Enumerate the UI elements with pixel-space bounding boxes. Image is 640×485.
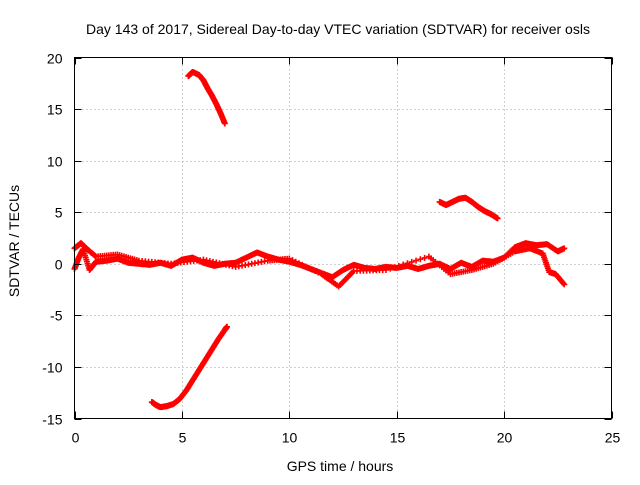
- y-tick-label: 5: [55, 205, 63, 221]
- data-point: [299, 261, 306, 268]
- data-point: [408, 258, 415, 265]
- data-point: [289, 257, 296, 264]
- x-tick-label: 20: [497, 430, 513, 446]
- y-axis-title: SDTVAR / TECUs: [6, 185, 22, 297]
- data-point: [224, 323, 231, 330]
- y-tick-label: -10: [42, 360, 62, 376]
- label-layer: 0 5 10 15 20 25 -15 -10 -5 0 5 10 15 20: [42, 51, 620, 446]
- y-tick-label: 0: [55, 257, 63, 273]
- data-point: [395, 262, 402, 269]
- chart-title: Day 143 of 2017, Sidereal Day-to-day VTE…: [86, 21, 590, 37]
- y-tick-label: 10: [47, 154, 63, 170]
- data-point: [286, 255, 293, 262]
- x-axis-title: GPS time / hours: [287, 458, 394, 474]
- data-point: [400, 261, 407, 268]
- data-point: [387, 265, 394, 272]
- data-point: [308, 266, 315, 273]
- x-tick-label: 0: [72, 430, 80, 446]
- data-point: [302, 263, 309, 270]
- x-tick-label: 5: [179, 430, 187, 446]
- data-point: [561, 281, 568, 288]
- y-tick-label: 15: [47, 102, 63, 118]
- data-layer: [71, 68, 568, 411]
- y-tick-label: -5: [50, 308, 63, 324]
- series-arc-lower-left: [148, 323, 231, 411]
- data-point: [305, 264, 312, 271]
- data-point: [413, 257, 420, 264]
- plot-frame: [74, 57, 612, 419]
- data-point: [561, 245, 568, 252]
- x-tick-label: 25: [605, 430, 621, 446]
- data-point: [391, 264, 398, 271]
- data-point: [292, 258, 299, 265]
- x-tick-label: 15: [390, 430, 406, 446]
- tick-layer: [74, 57, 613, 420]
- y-tick-label: 20: [47, 51, 63, 67]
- series-arc-upper-right: [436, 194, 501, 222]
- y-tick-label: -15: [42, 412, 62, 428]
- data-point: [312, 268, 319, 275]
- data-point: [494, 215, 501, 222]
- series-arc-upper-left: [185, 68, 228, 127]
- data-point: [221, 120, 228, 127]
- data-point: [382, 266, 389, 273]
- x-tick-label: 10: [282, 430, 298, 446]
- data-point: [417, 256, 424, 263]
- data-point: [421, 254, 428, 261]
- data-point: [315, 269, 322, 276]
- grid-layer: [74, 57, 612, 419]
- data-point: [295, 260, 302, 267]
- series-near-zero-secondary: [71, 240, 568, 290]
- data-point: [560, 280, 567, 287]
- data-point: [404, 260, 411, 267]
